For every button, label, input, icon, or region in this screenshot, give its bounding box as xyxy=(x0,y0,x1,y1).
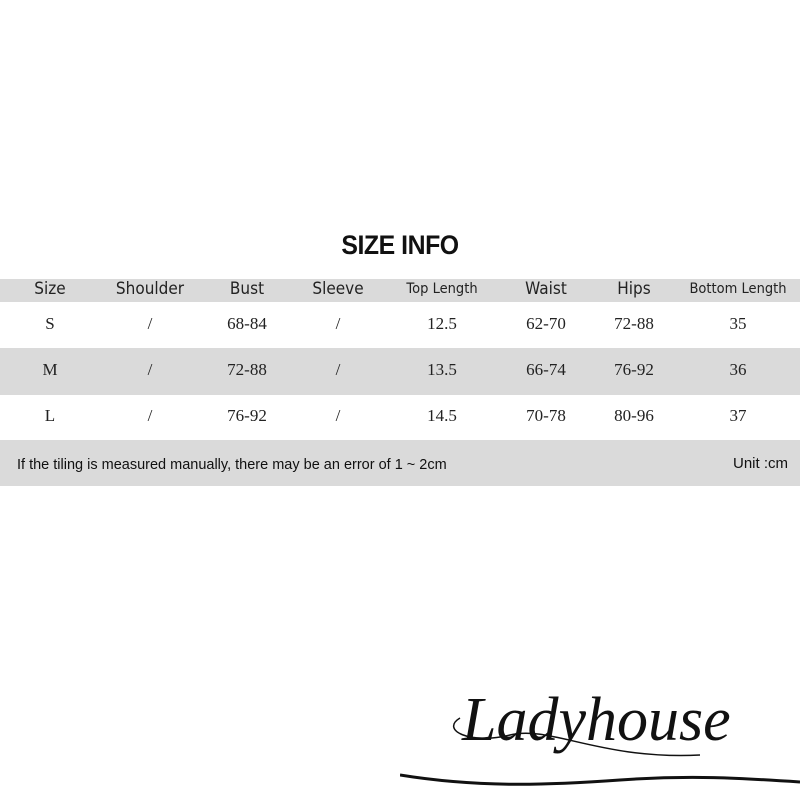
table-cell: 13.5 xyxy=(427,360,457,379)
header-bust: Bust xyxy=(229,279,265,299)
table-cell: M xyxy=(42,360,58,379)
table-cell: 70-78 xyxy=(526,406,566,425)
table-cell: 72-88 xyxy=(227,360,267,379)
table-cell: / xyxy=(335,360,341,379)
table-cell: / xyxy=(335,314,341,333)
unit-label: Unit :cm xyxy=(732,455,788,472)
header-top-length: Top Length xyxy=(406,281,478,297)
table-cell: L xyxy=(44,406,56,425)
table-cell: S xyxy=(45,314,55,333)
table-cell: / xyxy=(147,406,153,425)
header-size: Size xyxy=(34,279,66,299)
ladyhouse-logo: Ladyhouse xyxy=(400,686,800,786)
page-title: SIZE INFO xyxy=(341,230,459,260)
table-cell: 76-92 xyxy=(614,360,654,379)
header-hips: Hips xyxy=(617,279,651,299)
row-band-m xyxy=(0,348,800,395)
header-sleeve: Sleeve xyxy=(312,279,364,299)
header-waist: Waist xyxy=(525,279,567,299)
footer-band xyxy=(0,440,800,486)
table-cell: 37 xyxy=(729,406,747,425)
table-cell: 76-92 xyxy=(227,406,267,425)
measurement-note: If the tiling is measured manually, ther… xyxy=(17,457,447,473)
table-cell: / xyxy=(147,360,153,379)
table-cell: 12.5 xyxy=(427,314,457,333)
table-cell: / xyxy=(147,314,153,333)
table-cell: 68-84 xyxy=(227,314,267,333)
table-cell: 36 xyxy=(729,360,747,379)
logo-underline xyxy=(400,773,800,786)
logo-flourish xyxy=(452,717,701,757)
table-cell: 80-96 xyxy=(614,406,654,425)
table-cell: 35 xyxy=(729,314,747,333)
header-band xyxy=(0,279,800,302)
table-cell: 66-74 xyxy=(526,360,566,379)
header-shoulder: Shoulder xyxy=(115,279,185,299)
header-bottom-length: Bottom Length xyxy=(689,281,787,297)
table-cell: 62-70 xyxy=(526,314,566,333)
table-cell: / xyxy=(335,406,341,425)
logo-text: Ladyhouse xyxy=(461,686,731,754)
table-cell: 72-88 xyxy=(614,314,654,333)
table-cell: 14.5 xyxy=(427,406,457,425)
